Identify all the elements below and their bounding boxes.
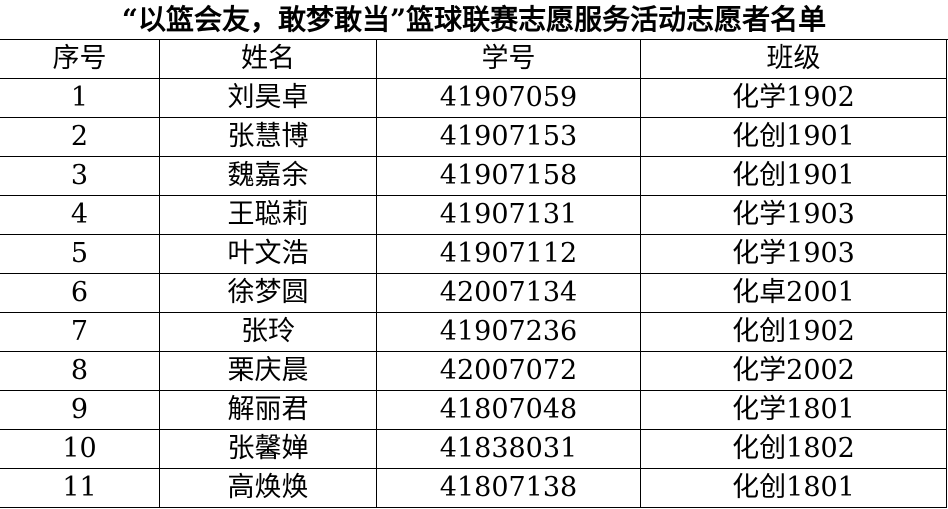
cell-student-id: 42007072 (376, 351, 641, 391)
cell-index: 1 (0, 78, 160, 118)
table-row: 8 栗庆晨 42007072 化学2002 (0, 351, 947, 391)
cell-class: 化学2002 (640, 351, 947, 391)
header-index: 序号 (0, 40, 160, 79)
cell-class: 化创1901 (640, 156, 947, 196)
header-row: 序号 姓名 学号 班级 (0, 40, 947, 79)
cell-class: 化学1801 (640, 390, 947, 430)
cell-name: 刘昊卓 (159, 78, 377, 118)
table-row: 11 高焕焕 41807138 化创1801 (0, 468, 947, 508)
cell-class: 化创1901 (640, 117, 947, 157)
cell-student-id: 41807138 (376, 468, 641, 508)
header-student-id: 学号 (376, 40, 641, 79)
cell-student-id: 41838031 (376, 429, 641, 469)
cell-name: 魏嘉余 (159, 156, 377, 196)
cell-name: 高焕焕 (159, 468, 377, 508)
cell-index: 10 (0, 429, 160, 469)
cell-student-id: 42007134 (376, 273, 641, 313)
cell-class: 化学1903 (640, 195, 947, 235)
table-row: 9 解丽君 41807048 化学1801 (0, 390, 947, 430)
document-title: “以篮会友，敢梦敢当”篮球联赛志愿服务活动志愿者名单 (0, 0, 948, 40)
cell-name: 张玲 (159, 312, 377, 352)
cell-index: 8 (0, 351, 160, 391)
cell-class: 化创1801 (640, 468, 947, 508)
cell-student-id: 41907158 (376, 156, 641, 196)
table-row: 5 叶文浩 41907112 化学1903 (0, 234, 947, 274)
header-name: 姓名 (159, 40, 377, 79)
cell-name: 徐梦圆 (159, 273, 377, 313)
cell-student-id: 41907153 (376, 117, 641, 157)
cell-student-id: 41907059 (376, 78, 641, 118)
cell-index: 11 (0, 468, 160, 508)
cell-index: 4 (0, 195, 160, 235)
table-row: 1 刘昊卓 41907059 化学1902 (0, 78, 947, 118)
cell-index: 6 (0, 273, 160, 313)
cell-student-id: 41907131 (376, 195, 641, 235)
cell-student-id: 41907112 (376, 234, 641, 274)
cell-name: 叶文浩 (159, 234, 377, 274)
cell-class: 化创1802 (640, 429, 947, 469)
table-row: 10 张馨婵 41838031 化创1802 (0, 429, 947, 469)
cell-class: 化学1902 (640, 78, 947, 118)
cell-class: 化创1902 (640, 312, 947, 352)
table-row: 6 徐梦圆 42007134 化卓2001 (0, 273, 947, 313)
table-row: 4 王聪莉 41907131 化学1903 (0, 195, 947, 235)
cell-student-id: 41907236 (376, 312, 641, 352)
cell-student-id: 41807048 (376, 390, 641, 430)
cell-class: 化学1903 (640, 234, 947, 274)
cell-name: 张馨婵 (159, 429, 377, 469)
cell-name: 张慧博 (159, 117, 377, 157)
cell-index: 5 (0, 234, 160, 274)
cell-index: 2 (0, 117, 160, 157)
cell-index: 7 (0, 312, 160, 352)
table-row: 7 张玲 41907236 化创1902 (0, 312, 947, 352)
cell-class: 化卓2001 (640, 273, 947, 313)
volunteer-table: 序号 姓名 学号 班级 1 刘昊卓 41907059 化学1902 2 张慧博 419071… (0, 40, 947, 508)
cell-index: 3 (0, 156, 160, 196)
table-row: 3 魏嘉余 41907158 化创1901 (0, 156, 947, 196)
cell-name: 王聪莉 (159, 195, 377, 235)
cell-name: 解丽君 (159, 390, 377, 430)
table-row: 2 张慧博 41907153 化创1901 (0, 117, 947, 157)
cell-index: 9 (0, 390, 160, 430)
cell-name: 栗庆晨 (159, 351, 377, 391)
header-class: 班级 (640, 40, 947, 79)
